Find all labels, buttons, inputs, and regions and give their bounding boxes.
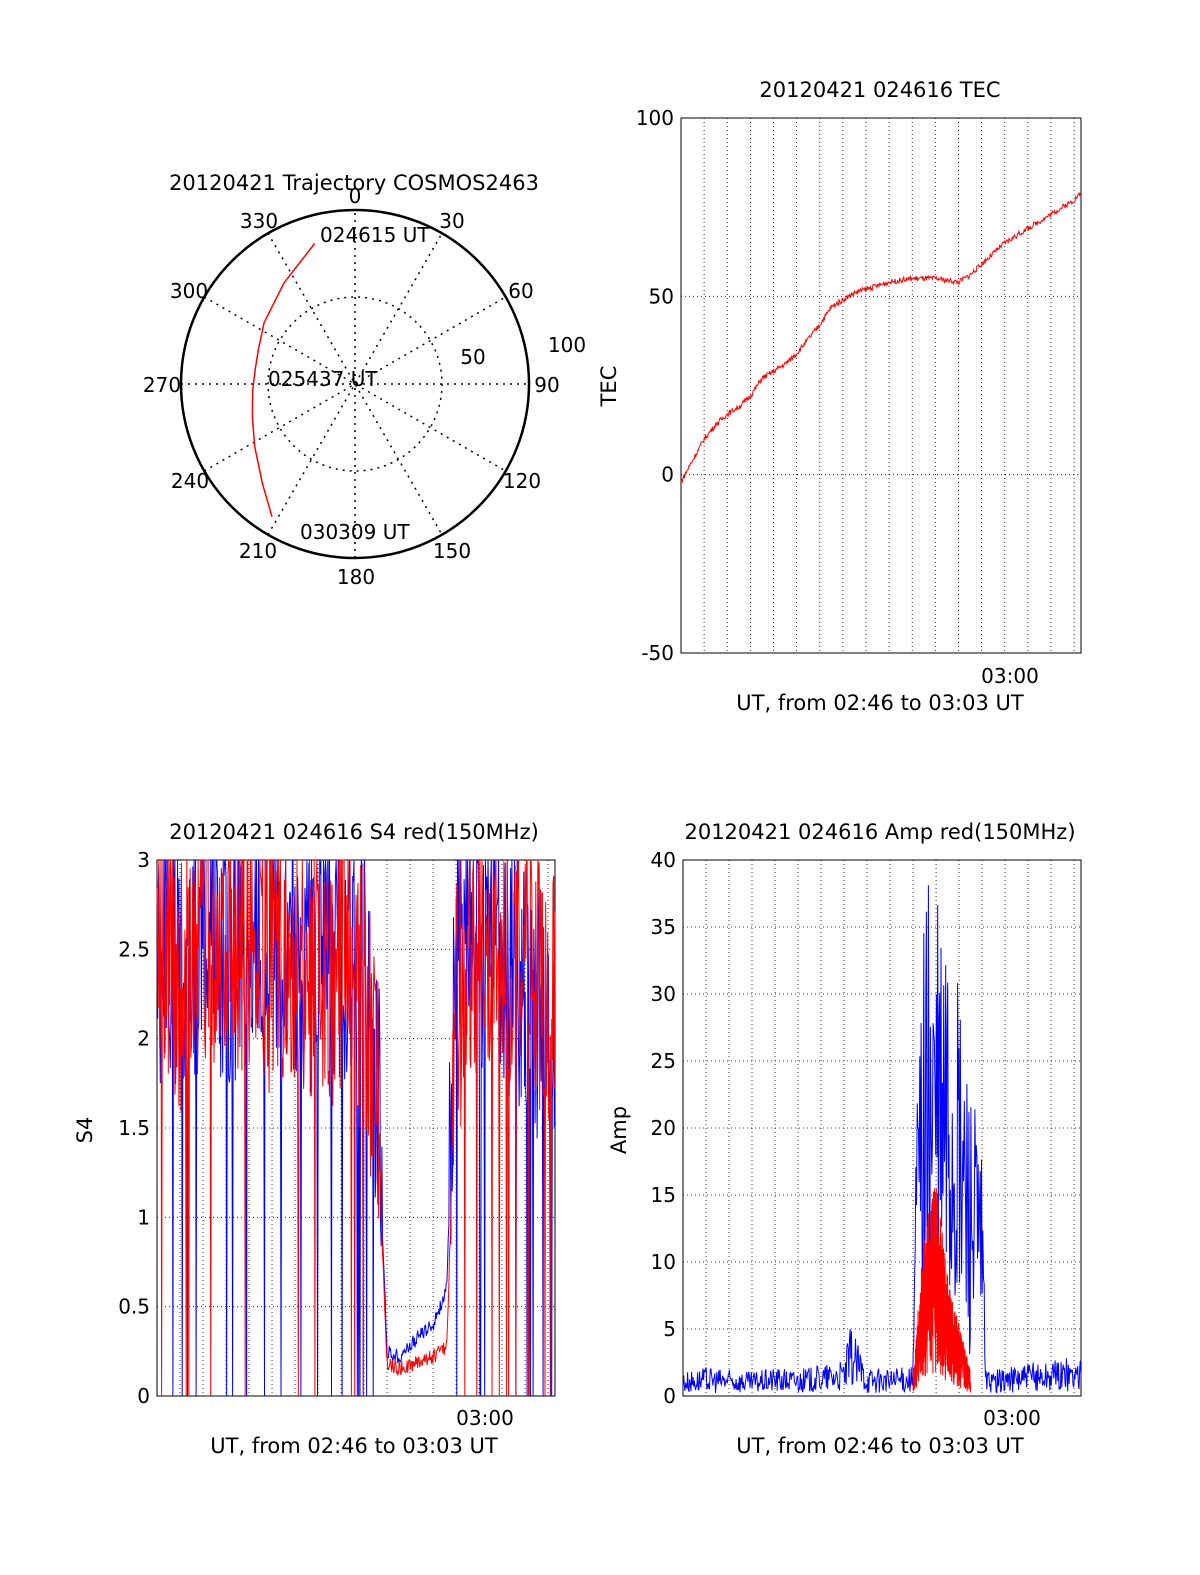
tec-grid bbox=[681, 118, 1081, 653]
az-label-90: 90 bbox=[534, 373, 559, 397]
trajectory-line bbox=[251, 243, 316, 518]
tec-y-axis-label: TEC bbox=[597, 366, 621, 408]
az-label-270: 270 bbox=[143, 373, 181, 397]
tec-plot-frame bbox=[680, 117, 1082, 654]
s4-y-tick-label: 2.5 bbox=[118, 937, 150, 961]
amp-series-line-0 bbox=[682, 885, 1082, 1394]
amp-y-tick-label: 20 bbox=[651, 1116, 676, 1140]
radius-label-100: 100 bbox=[548, 333, 586, 357]
s4-title: 20120421 024616 S4 red(150MHz) bbox=[169, 820, 539, 844]
s4-y-tick-label: 0.5 bbox=[118, 1295, 150, 1319]
s4-y-tick-label: 1.5 bbox=[118, 1116, 150, 1140]
az-label-30: 30 bbox=[439, 209, 464, 233]
amp-series bbox=[682, 885, 1082, 1394]
az-label-210: 210 bbox=[239, 539, 277, 563]
s4-plot-frame bbox=[156, 859, 556, 1397]
polar-spoke-30 bbox=[267, 232, 443, 536]
tec-y-tick-label: 0 bbox=[661, 463, 674, 487]
tec-y-tick-labels: -50 0 50 100 bbox=[636, 106, 674, 665]
s4-y-axis-label: S4 bbox=[73, 1117, 97, 1144]
s4-y-tick-labels: 0 0.5 1 1.5 2 2.5 3 bbox=[118, 848, 150, 1408]
amp-title: 20120421 024616 Amp red(150MHz) bbox=[684, 820, 1075, 844]
az-label-120: 120 bbox=[503, 469, 541, 493]
s4-series bbox=[156, 859, 556, 1397]
amp-x-tick-0300: 03:00 bbox=[983, 1406, 1041, 1430]
amp-y-tick-label: 10 bbox=[651, 1250, 676, 1274]
radius-label-50: 50 bbox=[460, 345, 485, 369]
polar-azimuth-labels: 0 30 60 90 120 150 180 210 240 270 300 3… bbox=[143, 184, 560, 589]
amp-y-tick-labels: 0 5 10 15 20 25 30 35 40 bbox=[651, 848, 676, 1408]
amp-y-tick-label: 40 bbox=[651, 848, 676, 872]
tec-series bbox=[680, 191, 1082, 484]
amp-y-tick-label: 35 bbox=[651, 915, 676, 939]
polar-spoke-120 bbox=[203, 296, 507, 472]
s4-y-tick-label: 1 bbox=[137, 1205, 150, 1229]
annotation-start-time: 024615 UT bbox=[320, 223, 430, 247]
tec-x-axis-label: UT, from 02:46 to 03:03 UT bbox=[736, 691, 1024, 715]
s4-x-axis-label: UT, from 02:46 to 03:03 UT bbox=[210, 1434, 498, 1458]
amp-plot-frame bbox=[682, 859, 1082, 1397]
tec-y-tick-label: -50 bbox=[641, 641, 674, 665]
tec-y-tick-label: 100 bbox=[636, 106, 674, 130]
s4-y-tick-label: 0 bbox=[137, 1384, 150, 1408]
tec-series-line-0 bbox=[680, 191, 1082, 484]
tec-y-tick-label: 50 bbox=[649, 284, 674, 308]
s4-panel: 20120421 024616 S4 red(150MHz) 0 0.5 1 1.5 2… bbox=[73, 820, 556, 1458]
tec-panel: 20120421 024616 TEC -50 0 50 100 03:00 UT, … bbox=[597, 78, 1082, 715]
amp-series-line-1 bbox=[912, 1188, 972, 1393]
az-label-240: 240 bbox=[171, 469, 209, 493]
az-label-180: 180 bbox=[337, 565, 375, 589]
amp-y-tick-label: 30 bbox=[651, 982, 676, 1006]
annotation-end-time: 030309 UT bbox=[300, 520, 410, 544]
s4-series-line-1 bbox=[156, 859, 556, 1397]
amp-panel: 20120421 024616 Amp red(150MHz) 0 5 10 15 20… bbox=[607, 820, 1082, 1458]
az-label-330: 330 bbox=[240, 209, 278, 233]
tec-x-tick-0300: 03:00 bbox=[981, 664, 1039, 688]
amp-y-tick-label: 25 bbox=[651, 1049, 676, 1073]
az-label-60: 60 bbox=[508, 279, 533, 303]
az-label-150: 150 bbox=[433, 539, 471, 563]
amp-y-tick-label: 15 bbox=[651, 1183, 676, 1207]
amp-x-axis-label: UT, from 02:46 to 03:03 UT bbox=[736, 1434, 1024, 1458]
polar-spoke-150 bbox=[267, 232, 443, 536]
amp-y-tick-label: 0 bbox=[663, 1384, 676, 1408]
az-label-300: 300 bbox=[170, 279, 208, 303]
polar-title: 20120421 Trajectory COSMOS2463 bbox=[169, 171, 539, 195]
az-label-0: 0 bbox=[349, 184, 362, 208]
amp-grid bbox=[683, 860, 1081, 1396]
amp-y-axis-label: Amp bbox=[607, 1106, 631, 1154]
amp-y-tick-label: 5 bbox=[663, 1317, 676, 1341]
s4-y-tick-label: 2 bbox=[137, 1027, 150, 1051]
s4-x-tick-0300: 03:00 bbox=[456, 1406, 514, 1430]
s4-y-tick-label: 3 bbox=[137, 848, 150, 872]
polar-trajectory-panel: 20120421 Trajectory COSMOS2463 0 30 60 9… bbox=[143, 171, 586, 589]
tec-title: 20120421 024616 TEC bbox=[759, 78, 1000, 102]
annotation-mid-time: 025437 UT bbox=[268, 367, 378, 391]
